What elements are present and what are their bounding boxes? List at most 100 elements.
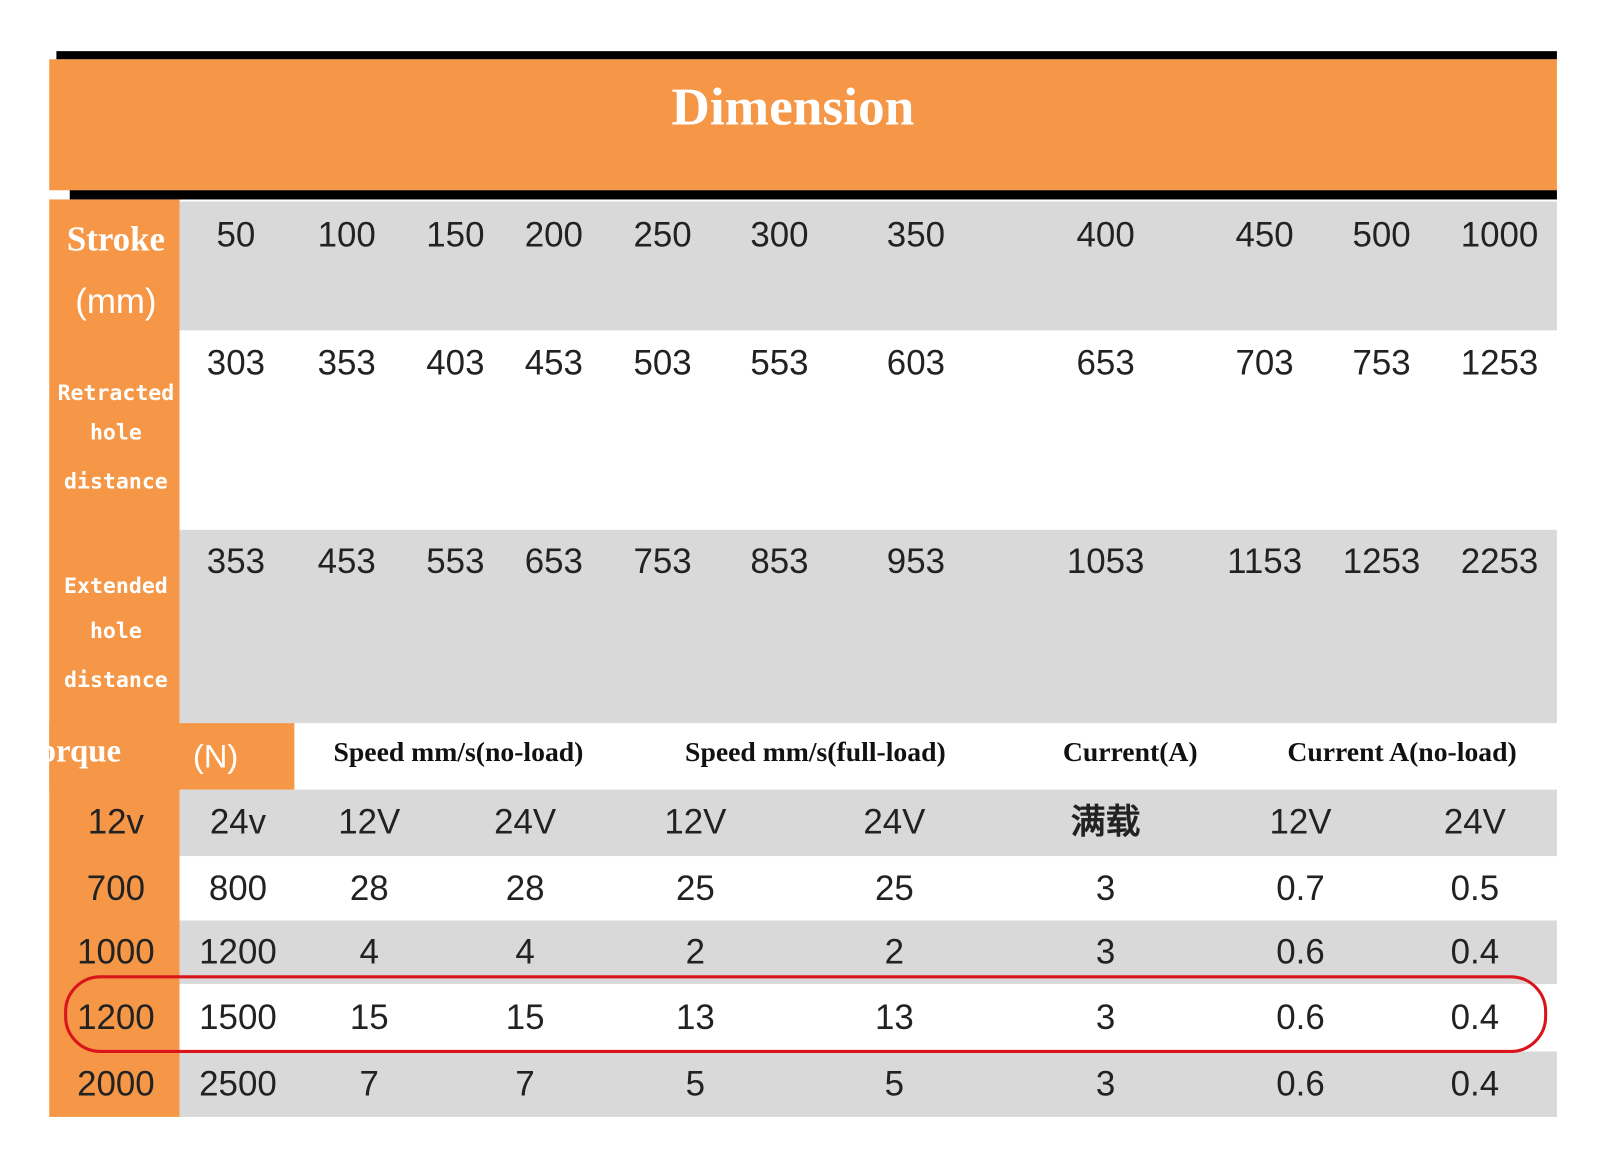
- cell: 303: [207, 343, 265, 382]
- subheader: 12V: [338, 803, 401, 842]
- cell: 1200: [77, 998, 155, 1037]
- cell: 350: [887, 216, 945, 255]
- cell: 753: [1352, 343, 1410, 382]
- cell: 0.6: [1276, 1064, 1324, 1103]
- row-label: distance: [64, 668, 168, 693]
- row-band: [179, 201, 1557, 331]
- cell: 28: [350, 869, 389, 908]
- cell: 13: [676, 998, 715, 1037]
- cell: 2: [885, 933, 904, 972]
- cell: 3: [1096, 998, 1115, 1037]
- cell: 3: [1096, 869, 1115, 908]
- cell: 403: [426, 343, 484, 382]
- cell: 50: [217, 216, 256, 255]
- subheader: 12V: [1269, 803, 1332, 842]
- row-label: distance: [64, 470, 168, 495]
- highlight-outline: [64, 975, 1548, 1053]
- column-header: Current A(no-load): [1287, 736, 1516, 767]
- row-label: Stroke: [67, 219, 165, 258]
- cell: 703: [1236, 343, 1294, 382]
- subheader: 24V: [1444, 803, 1507, 842]
- row-band: [179, 529, 1557, 724]
- column-header: Speed mm/s(full-load): [685, 736, 946, 767]
- column-header: Speed mm/s(no-load): [334, 736, 584, 767]
- cell: 250: [633, 216, 691, 255]
- subheader: 24V: [863, 803, 926, 842]
- row-label: hole: [90, 619, 142, 644]
- cell: 28: [506, 869, 545, 908]
- cell: 4: [515, 933, 534, 972]
- cell: 0.4: [1451, 933, 1499, 972]
- label-column: [49, 199, 180, 1117]
- cell: 353: [318, 343, 376, 382]
- cell: 15: [350, 998, 389, 1037]
- row-band: [179, 1051, 1557, 1117]
- cell: 853: [750, 542, 808, 581]
- cell: 0.6: [1276, 933, 1324, 972]
- title-rule: [69, 190, 1557, 200]
- cell: 5: [686, 1064, 705, 1103]
- cell: 453: [318, 542, 376, 581]
- cell: 500: [1352, 216, 1410, 255]
- cell: 1253: [1461, 343, 1539, 382]
- title: Dimension: [671, 78, 914, 137]
- subheader: 24v: [210, 803, 267, 842]
- cell: 100: [318, 216, 376, 255]
- cell: 1253: [1343, 542, 1421, 581]
- cell: 300: [750, 216, 808, 255]
- cell: 0.4: [1451, 998, 1499, 1037]
- cell: 1153: [1227, 542, 1302, 581]
- subheader: 24V: [494, 803, 557, 842]
- cell: 503: [633, 343, 691, 382]
- cell: 653: [1077, 343, 1135, 382]
- cell: 5: [885, 1064, 904, 1103]
- cell: 700: [87, 869, 145, 908]
- cell: 1000: [77, 933, 155, 972]
- cell: 553: [426, 542, 484, 581]
- cell: 400: [1077, 216, 1135, 255]
- cell: 653: [525, 542, 583, 581]
- cell: 150: [426, 216, 484, 255]
- cell: 25: [875, 869, 914, 908]
- cell: 1000: [1461, 216, 1539, 255]
- cell: 15: [506, 998, 545, 1037]
- cell: 200: [525, 216, 583, 255]
- cell: 1500: [199, 998, 277, 1037]
- cell: 603: [887, 343, 945, 382]
- cell: 3: [1096, 1064, 1115, 1103]
- row-label: hole: [90, 421, 142, 446]
- subheader: 满载: [1071, 803, 1141, 842]
- cell: 453: [525, 343, 583, 382]
- cell: 7: [515, 1064, 534, 1103]
- torque-unit: (N): [193, 738, 239, 775]
- cell: 553: [750, 343, 808, 382]
- cell: 0.4: [1451, 1064, 1499, 1103]
- cell: 953: [887, 542, 945, 581]
- cell: 2: [686, 933, 705, 972]
- cell: 25: [676, 869, 715, 908]
- cell: 2500: [199, 1064, 277, 1103]
- subheader: 12v: [88, 803, 145, 842]
- cell: 753: [633, 542, 691, 581]
- top-rule: [56, 51, 1557, 60]
- cell: 800: [209, 869, 267, 908]
- cell: 450: [1236, 216, 1294, 255]
- cell: 1053: [1067, 542, 1145, 581]
- torque-cell: [49, 723, 295, 790]
- row-label: Retracted: [58, 381, 175, 406]
- cell: 13: [875, 998, 914, 1037]
- cell: 2253: [1461, 542, 1539, 581]
- cell: 353: [207, 542, 265, 581]
- cell: 3: [1096, 933, 1115, 972]
- title-band: [49, 59, 1557, 191]
- column-header: Current(A): [1063, 736, 1198, 767]
- cell: 4: [360, 933, 379, 972]
- subheader: 12V: [664, 803, 727, 842]
- torque-label: Torque: [21, 733, 121, 769]
- cell: 2000: [77, 1064, 155, 1103]
- cell: 1200: [199, 933, 277, 972]
- cell: 7: [360, 1064, 379, 1103]
- row-band: [179, 789, 1557, 857]
- cell: 0.6: [1276, 998, 1324, 1037]
- cell: 0.5: [1451, 869, 1499, 908]
